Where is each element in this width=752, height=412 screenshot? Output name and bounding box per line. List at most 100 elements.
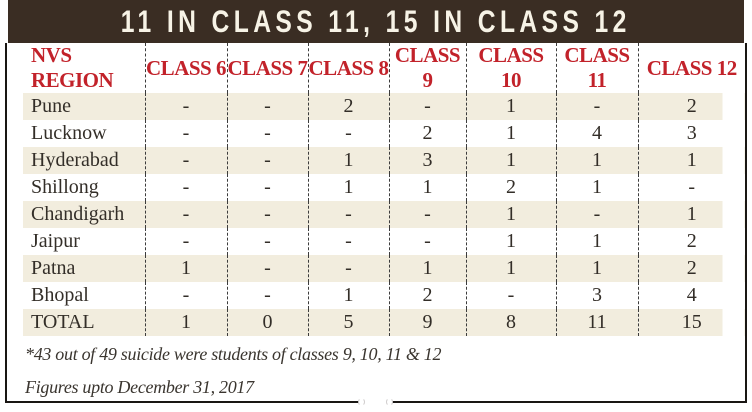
value-cell: - [307,228,389,255]
value-cell: - [555,93,638,120]
value-cell: - [226,255,308,282]
column-header-class10: CLASS 10 [465,43,556,93]
value-cell: - [226,282,308,309]
value-cell: 11 [555,309,638,336]
value-cell: - [307,120,389,147]
value-cell: 1 [555,255,638,282]
value-cell: - [226,93,308,120]
value-cell: - [226,228,308,255]
value-cell: - [226,147,308,174]
value-cell: 1 [465,228,556,255]
table-row: Patna 1- -1 1 1 2 [7,255,745,282]
value-cell: 1 [144,255,227,282]
table-row: Lucknow - - -2 1 4 3 [7,120,745,147]
value-cell: 2 [637,255,745,282]
value-cell: - [226,174,308,201]
value-cell: 5 [307,309,389,336]
value-cell: 2 [637,93,745,120]
value-cell: 4 [637,282,745,309]
value-cell: - [307,255,389,282]
value-cell: 1 [388,174,466,201]
value-cell: 2 [388,282,466,309]
table-row: Jaipur - - - -1 1 2 [7,228,745,255]
value-cell: 0 [226,309,308,336]
column-header-class8: CLASS 8 [307,43,389,93]
bottom-border [7,401,745,403]
table-row: Shillong - -1 1 2 1- [7,174,745,201]
bottom-border-notch-left [358,398,365,406]
region-cell: Pune [7,93,145,120]
footnotes: *43 out of 49 suicide were students of c… [7,336,745,398]
page-title: 11 IN CLASS 11, 15 IN CLASS 12 [121,3,631,39]
value-cell: - [144,93,227,120]
suicides-by-region-table: NVS REGION CLASS 6 CLASS 7 CLASS 8 CLASS… [7,43,745,336]
value-cell: - [307,201,389,228]
column-header-class11: CLASS 11 [555,43,638,93]
region-cell: Jaipur [31,230,80,252]
value-cell: 1 [307,147,389,174]
value-cell: 8 [465,309,556,336]
value-cell: 1 [465,201,556,228]
column-header-class9: CLASS 9 [388,43,466,93]
value-cell: - [144,120,227,147]
column-header-class12: CLASS 12 [637,43,745,93]
table-body: Pune - -2-1-2 Lucknow - - -2 1 4 3 Hyderabad - -1 3 1 1… [7,93,745,336]
column-header-class7: CLASS 7 [226,43,308,93]
value-cell: - [388,93,466,120]
value-cell: - [637,174,745,201]
value-cell: - [388,228,466,255]
value-cell: 1 [307,174,389,201]
column-header-class6: CLASS 6 [144,43,227,93]
value-cell: - [144,147,227,174]
value-cell: 1 [465,120,556,147]
value-cell: - [144,228,227,255]
value-cell: - [555,201,638,228]
value-cell: 3 [388,147,466,174]
value-cell: - [465,282,556,309]
table-panel: NVS REGION CLASS 6 CLASS 7 CLASS 8 CLASS… [5,43,747,406]
table-row: Pune - -2-1-2 [7,93,745,120]
value-cell: 15 [637,309,745,336]
value-cell: 1 [465,255,556,282]
value-cell: 1 [555,228,638,255]
region-cell: Shillong [31,176,99,198]
value-cell: - [144,174,227,201]
table-row: Hyderabad - -1 3 1 1 1 [7,147,745,174]
value-cell: 1 [465,93,556,120]
region-cell: Patna [7,255,145,282]
value-cell: 2 [388,120,466,147]
value-cell: 1 [388,255,466,282]
value-cell: 3 [637,120,745,147]
value-cell: 2 [637,228,745,255]
value-cell: 2 [307,93,389,120]
header-row: NVS REGION CLASS 6 CLASS 7 CLASS 8 CLASS… [7,43,745,93]
region-cell: TOTAL [7,309,145,336]
value-cell: - [226,120,308,147]
table-header: NVS REGION CLASS 6 CLASS 7 CLASS 8 CLASS… [7,43,745,93]
title-bar: 11 IN CLASS 11, 15 IN CLASS 12 [8,0,744,43]
bottom-border-notch-right [386,398,393,406]
table-row: Chandigarh - - - -1-1 [7,201,745,228]
value-cell: - [144,201,227,228]
value-cell: - [144,282,227,309]
value-cell: 3 [555,282,638,309]
column-header-region: NVS REGION [7,43,145,93]
region-cell: Lucknow [31,122,107,144]
value-cell: 1 [144,309,227,336]
value-cell: - [388,201,466,228]
table-row: Bhopal - -1 2-3 4 [7,282,745,309]
footnote-suicides: *43 out of 49 suicide were students of c… [25,344,442,364]
value-cell: 1 [465,147,556,174]
value-cell: 1 [307,282,389,309]
region-cell: Hyderabad [7,147,145,174]
value-cell: 2 [465,174,556,201]
value-cell: 4 [555,120,638,147]
value-cell: 1 [555,147,638,174]
value-cell: 1 [555,174,638,201]
value-cell: - [226,201,308,228]
region-cell: Chandigarh [7,201,145,228]
table-row: TOTAL 1 0 5 9 8 11 15 [7,309,745,336]
footnote-date: Figures upto December 31, 2017 [25,377,254,397]
value-cell: 9 [388,309,466,336]
value-cell: 1 [637,147,745,174]
